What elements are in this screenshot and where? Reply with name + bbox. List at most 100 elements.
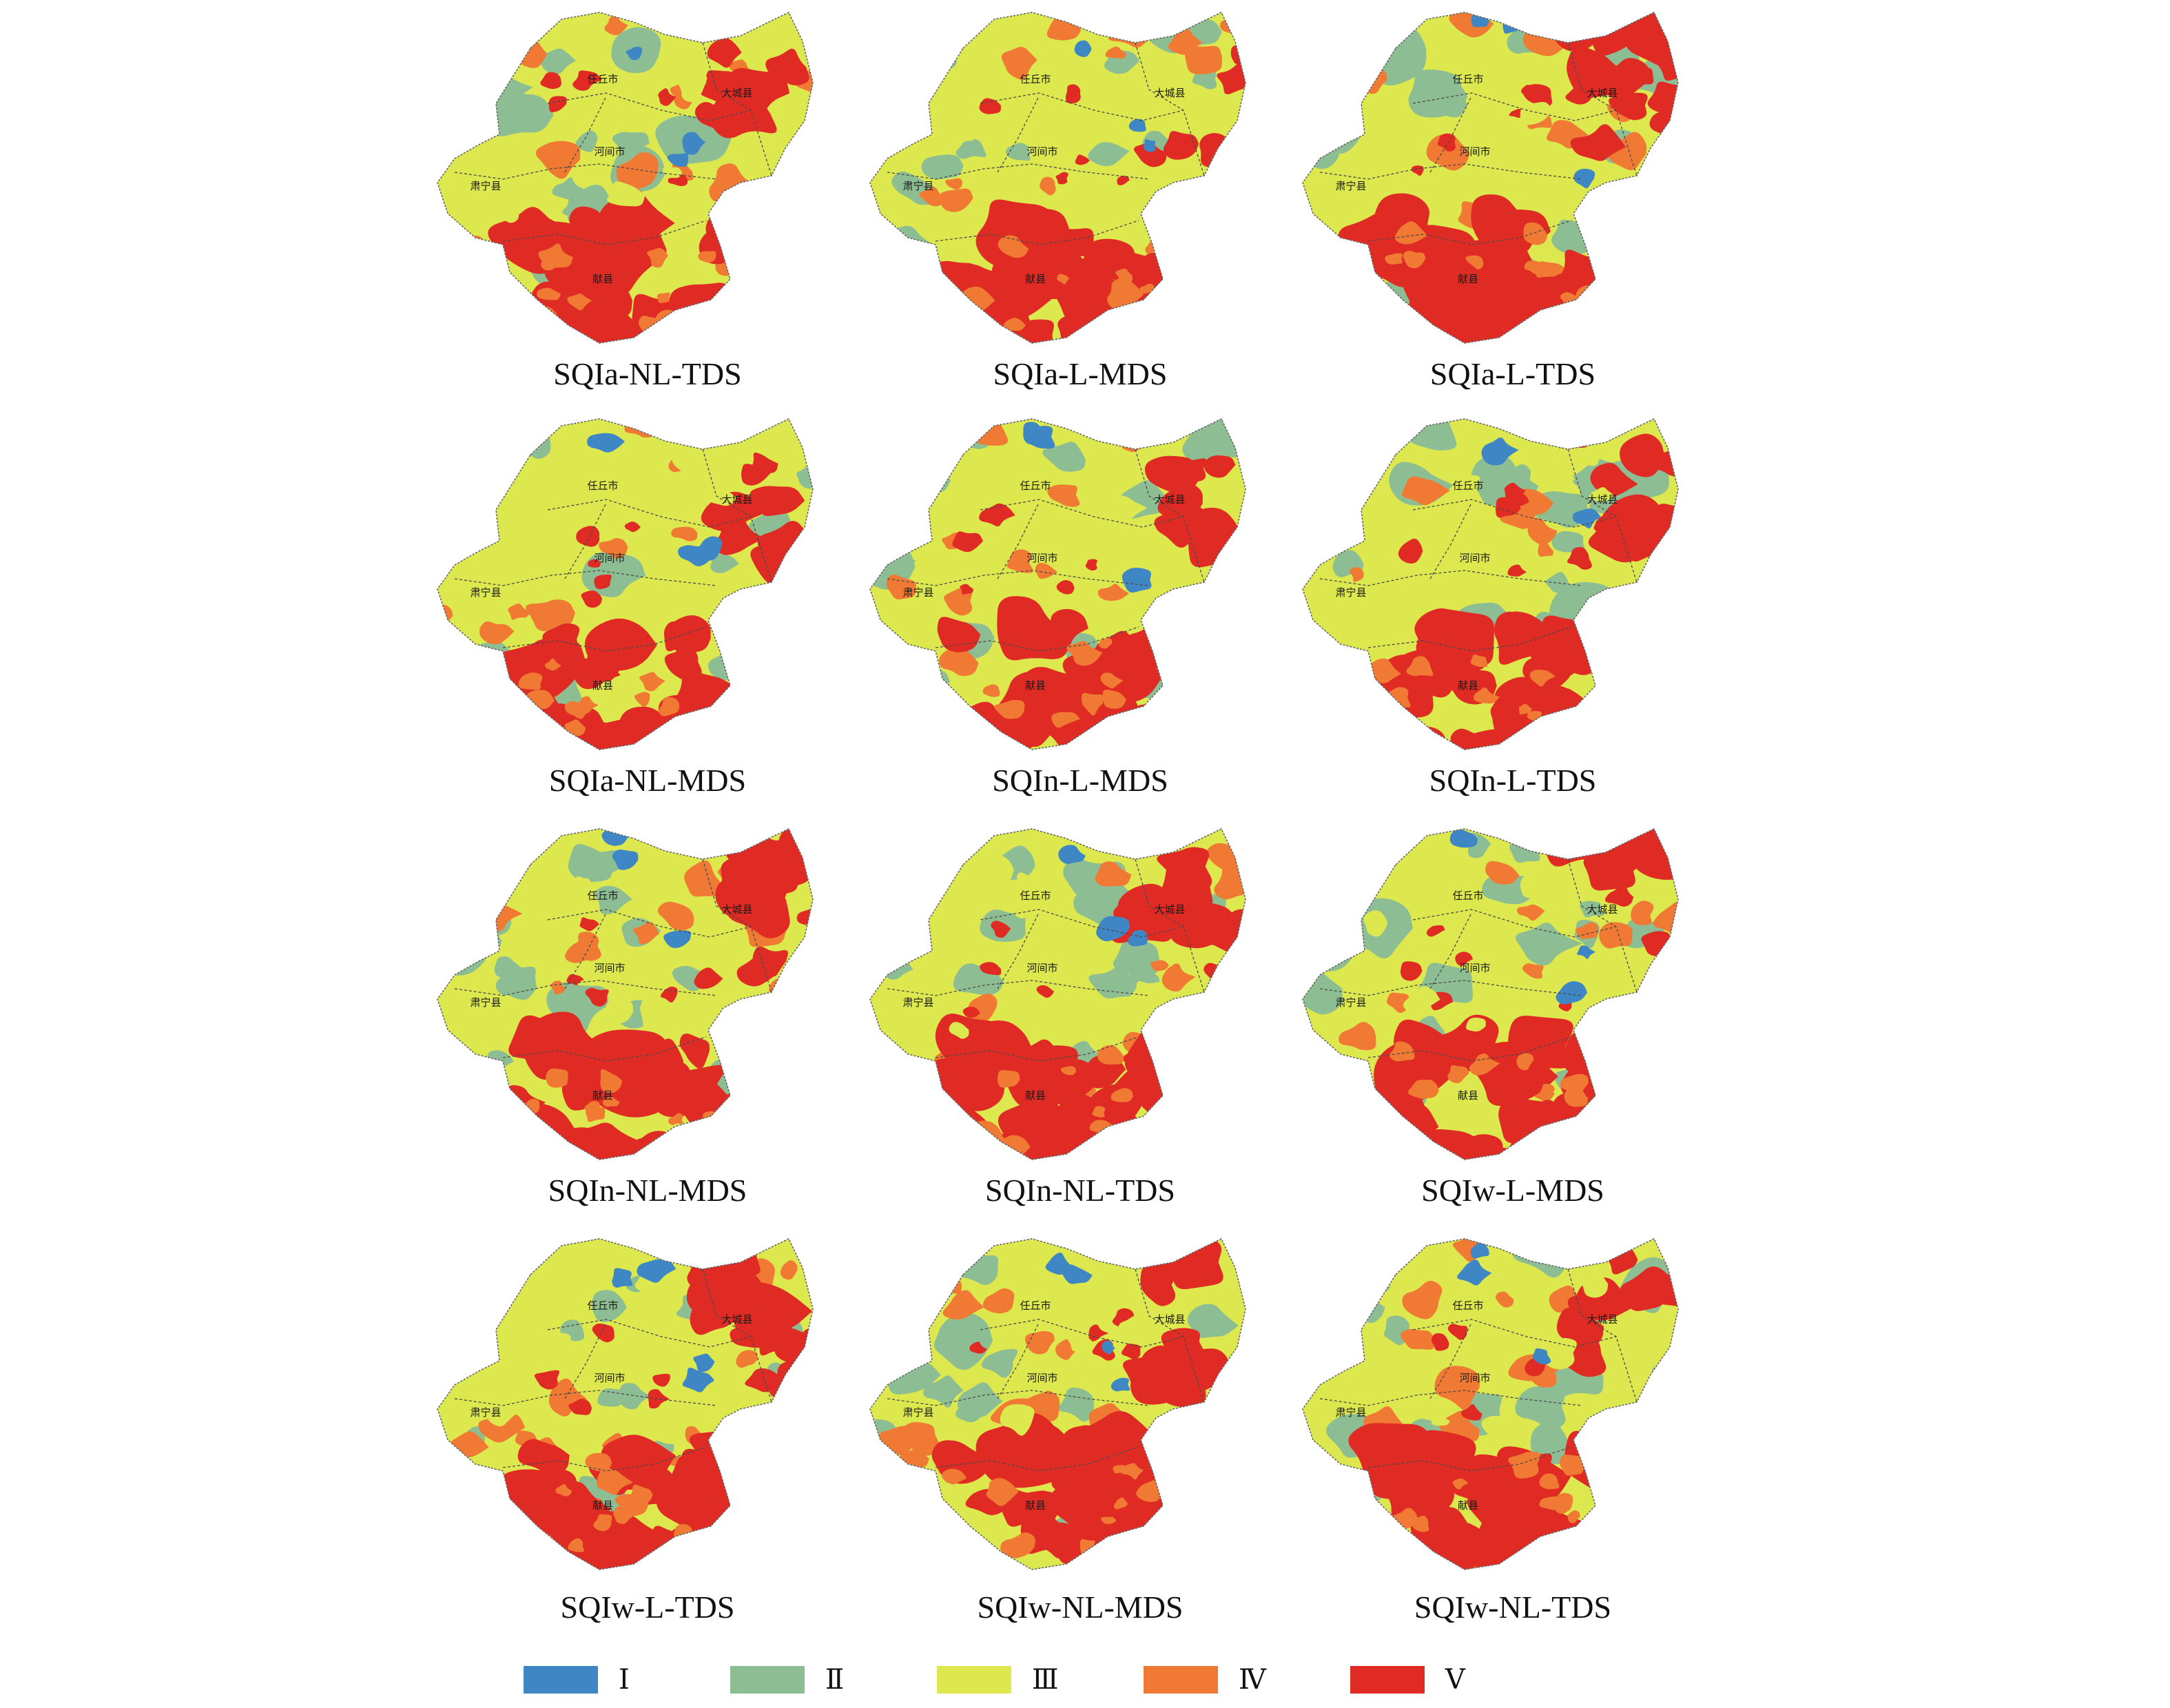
county-boundary — [997, 912, 1040, 989]
town-label: 任丘市 — [1452, 480, 1483, 492]
county-boundary — [980, 1319, 1184, 1348]
county-boundary — [454, 980, 717, 996]
legend: Ⅰ Ⅱ Ⅲ Ⅳ Ⅴ — [524, 1664, 1626, 1700]
town-label: 任丘市 — [1020, 480, 1051, 492]
region-outline — [1302, 827, 1679, 1160]
town-label: 大城县 — [1154, 87, 1185, 99]
town-label: 献县 — [1025, 1499, 1046, 1512]
town-label: 大城县 — [721, 87, 752, 99]
county-boundary — [564, 502, 607, 579]
county-boundary — [454, 570, 717, 586]
legend-swatch — [524, 1666, 598, 1694]
county-boundary — [1319, 163, 1582, 180]
county-boundary — [547, 92, 752, 121]
county-boundary — [887, 1390, 1150, 1406]
legend-label: Ⅴ — [1445, 1664, 1465, 1695]
soil-quality-grade-layer — [437, 419, 813, 750]
town-label: 肃宁县 — [902, 1406, 933, 1419]
map-caption: SQIa-L-TDS — [1429, 356, 1596, 391]
town-label: 肃宁县 — [902, 996, 933, 1009]
county-boundary — [887, 570, 1150, 586]
town-label: 河间市 — [594, 552, 625, 564]
county-boundary — [980, 92, 1184, 121]
county-boundary — [1319, 1390, 1582, 1406]
county-boundary — [702, 1268, 772, 1403]
map-caption: SQIn-NL-MDS — [548, 1173, 747, 1208]
town-label: 大城县 — [1154, 493, 1185, 506]
town-label: 肃宁县 — [1335, 180, 1366, 192]
town-label: 河间市 — [1026, 1372, 1057, 1384]
town-label: 献县 — [592, 1089, 613, 1102]
legend-swatch — [1350, 1666, 1425, 1694]
map-caption: SQIw-L-TDS — [560, 1589, 735, 1625]
town-label: 肃宁县 — [902, 586, 933, 599]
town-label: 河间市 — [1459, 552, 1490, 564]
region-outline — [1302, 1237, 1679, 1570]
town-label: 河间市 — [1026, 962, 1057, 974]
town-label: 肃宁县 — [1335, 1406, 1366, 1419]
county-boundary — [547, 499, 752, 528]
town-label: 任丘市 — [587, 480, 618, 492]
legend-swatch — [730, 1666, 805, 1694]
county-boundary — [1429, 912, 1472, 989]
region-outline — [869, 418, 1246, 750]
region-outline — [869, 11, 1246, 344]
county-boundary — [1567, 1268, 1637, 1403]
region-outline — [437, 418, 814, 750]
county-boundary — [1567, 42, 1637, 176]
town-label: 任丘市 — [1020, 73, 1051, 85]
town-label: 任丘市 — [1452, 889, 1483, 902]
town-label: 大城县 — [1587, 1313, 1618, 1326]
county-boundary — [547, 909, 752, 938]
county-boundary — [1135, 449, 1205, 583]
legend-label: Ⅳ — [1239, 1664, 1266, 1695]
county-boundary — [564, 912, 607, 989]
county-boundary — [702, 449, 772, 583]
legend-label: Ⅰ — [619, 1664, 630, 1695]
legend-swatch — [937, 1666, 1011, 1694]
town-label: 任丘市 — [1020, 1299, 1051, 1312]
town-label: 河间市 — [594, 962, 625, 974]
region-outline — [437, 11, 814, 344]
soil-quality-grade-layer — [1303, 829, 1678, 1160]
soil-quality-grade-layer — [870, 1239, 1246, 1570]
map-caption: SQIa-NL-TDS — [553, 356, 742, 391]
town-label: 大城县 — [721, 1313, 752, 1326]
town-label: 献县 — [1025, 273, 1046, 285]
county-boundary — [1135, 858, 1205, 993]
county-boundary — [547, 1319, 752, 1348]
county-boundary — [1429, 502, 1472, 579]
region-outline — [1302, 418, 1679, 750]
map-caption: SQIa-L-MDS — [993, 356, 1168, 391]
town-label: 任丘市 — [1452, 1299, 1483, 1312]
town-label: 河间市 — [1026, 552, 1057, 564]
town-label: 献县 — [592, 273, 613, 285]
county-boundary — [1412, 499, 1617, 528]
soil-quality-grade-layer — [437, 829, 813, 1160]
soil-quality-grade-layer — [1303, 12, 1678, 343]
town-label: 献县 — [1458, 1499, 1478, 1512]
county-boundary — [1429, 96, 1472, 173]
town-label: 河间市 — [1459, 145, 1490, 158]
town-label: 任丘市 — [1020, 889, 1051, 902]
town-label: 河间市 — [594, 1372, 625, 1384]
county-boundary — [1567, 449, 1637, 583]
county-boundary — [887, 163, 1150, 180]
town-label: 肃宁县 — [470, 996, 501, 1009]
county-boundary — [1412, 1319, 1617, 1348]
county-boundary — [454, 163, 717, 180]
county-boundary — [1567, 858, 1637, 993]
soil-quality-grade-layer — [437, 12, 813, 343]
legend-swatch — [1144, 1666, 1218, 1694]
region-outline — [437, 827, 814, 1160]
legend-label: Ⅱ — [825, 1664, 845, 1695]
